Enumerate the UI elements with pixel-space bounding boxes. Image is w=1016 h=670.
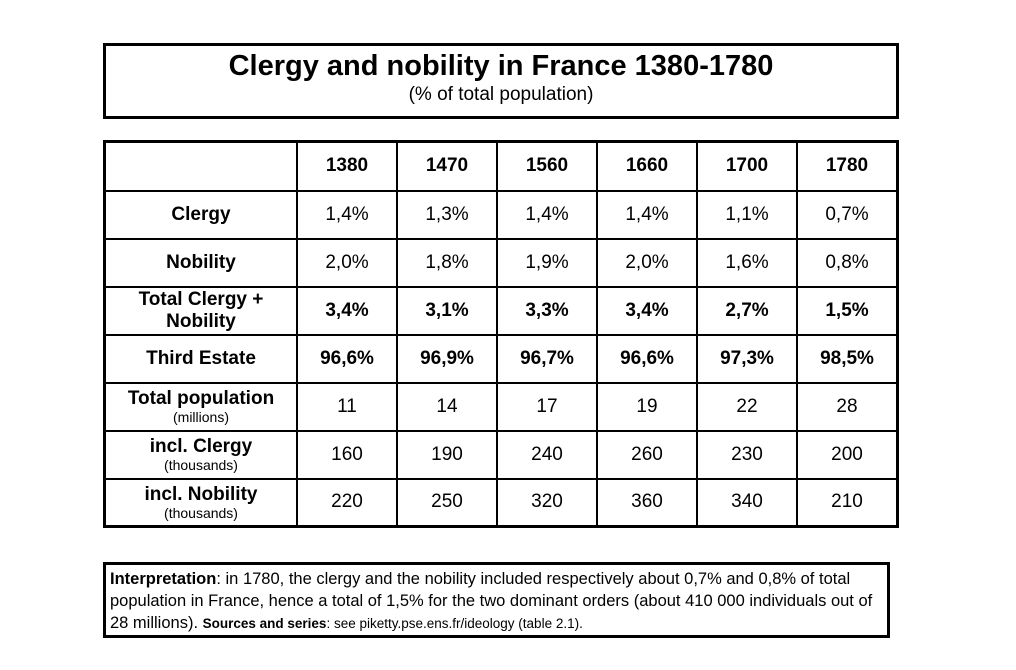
table-cell: 98,5% bbox=[796, 333, 899, 384]
row-unit: (thousands) bbox=[164, 504, 238, 521]
table-row-nobility: Nobility 2,0% 1,8% 1,9% 2,0% 1,6% 0,8% bbox=[103, 237, 899, 288]
note-text: : in 1780, the clergy and the nobility i… bbox=[110, 570, 873, 632]
table-row-incl-nobility: incl. Nobility (thousands) 220 250 320 3… bbox=[103, 477, 899, 528]
table-cell: 0,7% bbox=[796, 189, 899, 240]
data-table: 1380 1470 1560 1660 1700 1780 Clergy 1,4… bbox=[103, 140, 899, 528]
table-cell: 260 bbox=[596, 429, 698, 480]
table-cell: 3,4% bbox=[596, 285, 698, 336]
row-label-text: incl. Clergy bbox=[149, 436, 253, 457]
table-cell: 2,7% bbox=[696, 285, 798, 336]
row-label-text: incl. Nobility bbox=[144, 483, 258, 505]
table-cell: 240 bbox=[496, 429, 598, 480]
note-lead: Interpretation bbox=[110, 570, 217, 588]
row-label: Nobility bbox=[103, 237, 298, 288]
table-cell: 3,1% bbox=[396, 285, 498, 336]
table-cell: 1,4% bbox=[496, 189, 598, 240]
table-cell: 96,9% bbox=[396, 333, 498, 384]
table-cell: 340 bbox=[696, 477, 798, 528]
year-header: 1700 bbox=[696, 140, 798, 192]
row-label: Total Clergy + Nobility bbox=[103, 285, 298, 336]
table-cell: 2,0% bbox=[296, 237, 398, 288]
table-cell: 96,6% bbox=[596, 333, 698, 384]
table-cell: 200 bbox=[796, 429, 899, 480]
table-cell: 1,6% bbox=[696, 237, 798, 288]
table-cell: 1,1% bbox=[696, 189, 798, 240]
row-label: Clergy bbox=[103, 189, 298, 240]
row-label: Third Estate bbox=[103, 333, 298, 384]
table-cell: 17 bbox=[496, 381, 598, 432]
table-cell: 11 bbox=[296, 381, 398, 432]
table-cell: 0,8% bbox=[796, 237, 899, 288]
row-label-text: Nobility bbox=[166, 251, 236, 273]
table-cell: 1,4% bbox=[296, 189, 398, 240]
table-cell: 1,5% bbox=[796, 285, 899, 336]
year-header: 1380 bbox=[296, 140, 398, 192]
sources-label: Sources and series bbox=[202, 616, 327, 631]
table-row-incl-clergy: incl. Clergy (thousands) 160 190 240 260… bbox=[103, 429, 899, 480]
row-label-text: Clergy bbox=[171, 203, 231, 225]
row-unit: (thousands) bbox=[164, 457, 238, 473]
page-subtitle: (% of total population) bbox=[408, 84, 594, 105]
row-unit: (millions) bbox=[173, 409, 229, 425]
table-cell: 96,6% bbox=[296, 333, 398, 384]
table-row-third-estate: Third Estate 96,6% 96,9% 96,7% 96,6% 97,… bbox=[103, 333, 899, 384]
year-header: 1780 bbox=[796, 140, 899, 192]
table-cell: 14 bbox=[396, 381, 498, 432]
table-cell: 1,3% bbox=[396, 189, 498, 240]
title-box: Clergy and nobility in France 1380-1780 … bbox=[103, 43, 899, 119]
row-label-text: Total population bbox=[127, 388, 275, 409]
table-cell: 220 bbox=[296, 477, 398, 528]
page-title: Clergy and nobility in France 1380-1780 bbox=[228, 50, 774, 82]
table-cell: 360 bbox=[596, 477, 698, 528]
table-cell: 3,3% bbox=[496, 285, 598, 336]
year-header: 1470 bbox=[396, 140, 498, 192]
row-label: incl. Clergy (thousands) bbox=[103, 429, 298, 480]
header-corner-cell bbox=[103, 140, 298, 192]
table-cell: 28 bbox=[796, 381, 899, 432]
table-cell: 320 bbox=[496, 477, 598, 528]
table-cell: 160 bbox=[296, 429, 398, 480]
sources-text: : see piketty.pse.ens.fr/ideology (table… bbox=[326, 616, 583, 631]
table-cell: 230 bbox=[696, 429, 798, 480]
table-cell: 97,3% bbox=[696, 333, 798, 384]
interpretation-note: Interpretation: in 1780, the clergy and … bbox=[103, 562, 890, 638]
table-cell: 210 bbox=[796, 477, 899, 528]
row-label-text: Third Estate bbox=[146, 347, 256, 369]
table-cell: 19 bbox=[596, 381, 698, 432]
row-label-text: Total Clergy + Nobility bbox=[138, 288, 264, 332]
row-label: Total population (millions) bbox=[103, 381, 298, 432]
table-row-total-clergy-nobility: Total Clergy + Nobility 3,4% 3,1% 3,3% 3… bbox=[103, 285, 899, 336]
table-cell: 250 bbox=[396, 477, 498, 528]
year-header: 1660 bbox=[596, 140, 698, 192]
table-row-total-population: Total population (millions) 11 14 17 19 … bbox=[103, 381, 899, 432]
table-header-row: 1380 1470 1560 1660 1700 1780 bbox=[103, 140, 899, 192]
table-row-clergy: Clergy 1,4% 1,3% 1,4% 1,4% 1,1% 0,7% bbox=[103, 189, 899, 240]
table-cell: 3,4% bbox=[296, 285, 398, 336]
table-cell: 2,0% bbox=[596, 237, 698, 288]
row-label: incl. Nobility (thousands) bbox=[103, 477, 298, 528]
table-cell: 1,9% bbox=[496, 237, 598, 288]
table-cell: 96,7% bbox=[496, 333, 598, 384]
table-cell: 22 bbox=[696, 381, 798, 432]
table-cell: 190 bbox=[396, 429, 498, 480]
year-header: 1560 bbox=[496, 140, 598, 192]
table-cell: 1,4% bbox=[596, 189, 698, 240]
table-cell: 1,8% bbox=[396, 237, 498, 288]
